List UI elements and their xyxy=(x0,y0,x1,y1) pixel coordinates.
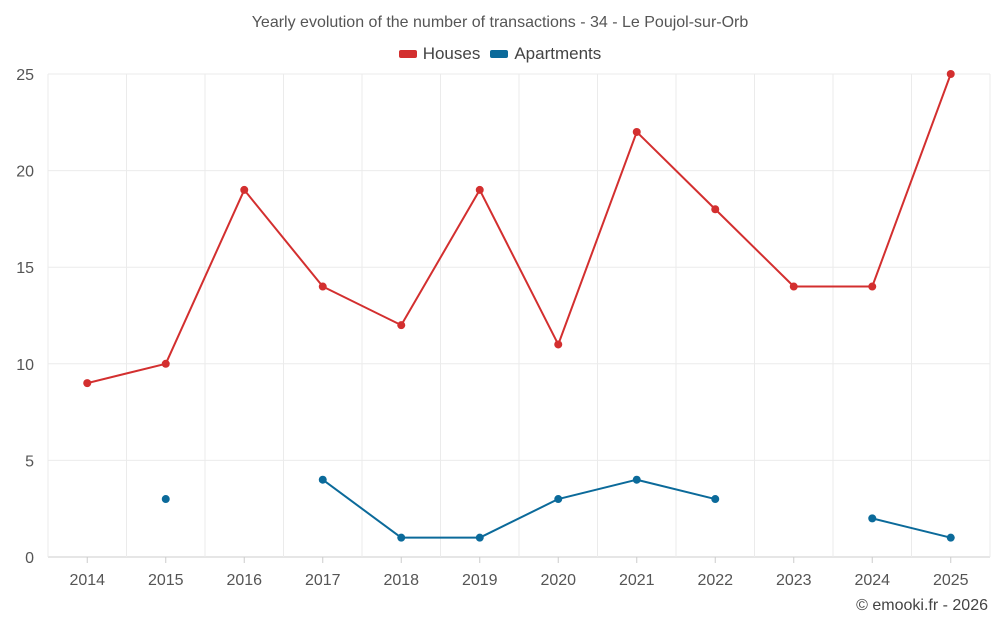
y-tick-label-20: 20 xyxy=(16,164,34,181)
x-tick-label-2020: 2020 xyxy=(540,572,576,589)
point-apartments-2018[interactable] xyxy=(397,533,406,542)
series-line-houses-0 xyxy=(87,73,952,385)
legend-swatch-apartments xyxy=(490,50,509,58)
y-tick-label-10: 10 xyxy=(16,357,34,374)
x-tick-label-2017: 2017 xyxy=(305,572,341,589)
grid-layer xyxy=(47,73,991,558)
x-tick-label-2016: 2016 xyxy=(226,572,262,589)
series-houses xyxy=(83,70,955,388)
point-houses-2019[interactable] xyxy=(475,185,484,194)
point-houses-2022[interactable] xyxy=(711,205,720,214)
point-apartments-2025[interactable] xyxy=(946,533,955,542)
chart-title: Yearly evolution of the number of transa… xyxy=(251,14,749,31)
point-apartments-2019[interactable] xyxy=(475,533,484,542)
x-tick-label-2015: 2015 xyxy=(148,572,184,589)
point-houses-2015[interactable] xyxy=(161,359,170,368)
point-houses-2014[interactable] xyxy=(83,379,92,388)
point-houses-2023[interactable] xyxy=(789,282,798,291)
series-layer xyxy=(83,70,955,542)
x-tick-label-2019: 2019 xyxy=(462,572,498,589)
y-tick-label-15: 15 xyxy=(16,260,34,277)
point-houses-2018[interactable] xyxy=(397,321,406,330)
point-apartments-2022[interactable] xyxy=(711,495,720,504)
legend-item-apartments[interactable]: Apartments xyxy=(490,44,601,64)
point-apartments-2024[interactable] xyxy=(868,514,877,523)
point-houses-2021[interactable] xyxy=(632,127,641,136)
y-tick-label-5: 5 xyxy=(25,453,34,470)
x-tick-label-2024: 2024 xyxy=(854,572,890,589)
x-tick-label-2025: 2025 xyxy=(933,572,969,589)
point-apartments-2017[interactable] xyxy=(318,475,327,484)
legend-item-houses[interactable]: Houses xyxy=(398,44,481,64)
point-houses-2025[interactable] xyxy=(946,70,955,78)
legend-label-houses: Houses xyxy=(422,44,481,63)
point-houses-2024[interactable] xyxy=(868,282,877,291)
point-apartments-2021[interactable] xyxy=(632,475,641,484)
point-houses-2017[interactable] xyxy=(318,282,327,291)
x-tick-label-2022: 2022 xyxy=(697,572,733,589)
x-tick-label-2023: 2023 xyxy=(776,572,812,589)
point-apartments-2020[interactable] xyxy=(554,495,563,504)
x-tick-label-2014: 2014 xyxy=(69,572,105,589)
legend-label-apartments: Apartments xyxy=(514,44,602,63)
legend-swatch-houses xyxy=(398,50,417,58)
credit-text: © emooki.fr - 2026 xyxy=(856,597,988,614)
legend: Houses Apartments xyxy=(0,44,1000,64)
point-apartments-2015[interactable] xyxy=(161,495,170,504)
point-houses-2020[interactable] xyxy=(554,340,563,349)
y-tick-label-25: 25 xyxy=(16,67,34,84)
series-apartments xyxy=(161,475,955,542)
y-tick-label-0: 0 xyxy=(25,550,34,567)
series-line-apartments-2 xyxy=(872,517,951,539)
x-tick-label-2018: 2018 xyxy=(383,572,419,589)
series-line-apartments-1 xyxy=(322,478,716,539)
x-tick-label-2021: 2021 xyxy=(619,572,655,589)
point-houses-2016[interactable] xyxy=(240,185,249,194)
